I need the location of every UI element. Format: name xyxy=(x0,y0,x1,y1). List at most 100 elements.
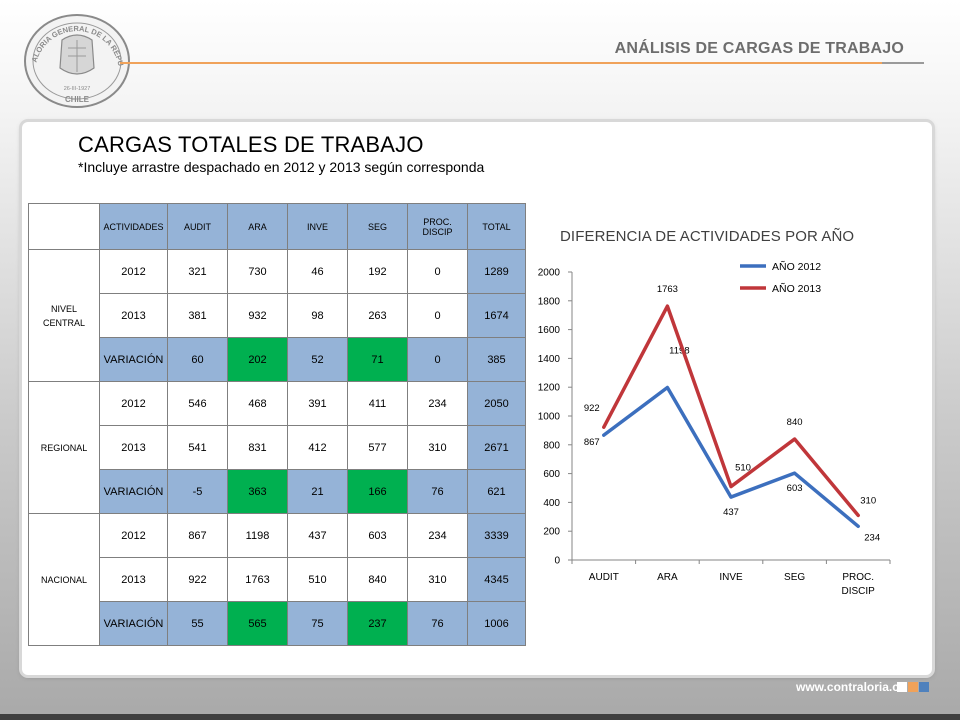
table-cell: 0 xyxy=(407,249,468,294)
table-cell-highlight: 166 xyxy=(347,469,408,514)
table-row: REGIONAL 2012 546 468 391 411 234 2050 xyxy=(28,381,526,514)
header-divider xyxy=(120,62,882,64)
table-cell-highlight: 237 xyxy=(347,601,408,646)
table-cell: 468 xyxy=(227,381,288,426)
data-label: 437 xyxy=(723,507,739,518)
seal-date-text: 26-III-1927 xyxy=(64,86,91,92)
total-cell: 1289 xyxy=(467,249,526,294)
table-cell-highlight: 202 xyxy=(227,337,288,382)
data-label: 510 xyxy=(735,463,751,474)
footer-url: www.contraloria.cl xyxy=(796,680,903,694)
table-cell: 0 xyxy=(407,293,468,338)
table-cell: 840 xyxy=(347,557,408,602)
table-cell: 1198 xyxy=(227,513,288,558)
table-cell: 831 xyxy=(227,425,288,470)
table-cell: 412 xyxy=(287,425,348,470)
table-cell: 437 xyxy=(287,513,348,558)
data-label: 603 xyxy=(787,483,803,494)
variation-row: VARIACIÓN 55 565 75 237 76 1006 xyxy=(29,601,526,646)
header-title: ANÁLISIS DE CARGAS DE TRABAJO xyxy=(614,40,904,57)
data-label: 310 xyxy=(860,495,876,506)
row-year-label: 2012 xyxy=(99,249,168,294)
y-tick-label: 1600 xyxy=(538,325,561,336)
legend-label: AÑO 2012 xyxy=(772,260,821,273)
table-cell: 234 xyxy=(407,381,468,426)
table-cell: 75 xyxy=(287,601,348,646)
data-label: 867 xyxy=(584,437,600,448)
group-label: NIVEL CENTRAL xyxy=(28,249,100,382)
line-chart: 0 200 400 600 800 1000 1200 1400 1600 1800 2000 AUD… xyxy=(528,216,914,616)
row-year-label: 2013 xyxy=(99,293,168,338)
data-label: 922 xyxy=(584,403,600,414)
footer-logo-icon xyxy=(897,682,929,692)
data-label: 1198 xyxy=(669,345,689,356)
x-tick-label: SEG xyxy=(784,572,805,583)
y-tick-label: 600 xyxy=(543,469,560,480)
group-label: REGIONAL xyxy=(28,381,100,514)
column-header: INVE xyxy=(287,203,348,250)
table-cell: 192 xyxy=(347,249,408,294)
y-tick-label: 1400 xyxy=(538,354,561,365)
table-cell: 411 xyxy=(347,381,408,426)
table-cell: 21 xyxy=(287,469,348,514)
page-title: CARGAS TOTALES DE TRABAJO xyxy=(78,132,424,157)
table-cell: 234 xyxy=(407,513,468,558)
table-cell-highlight: 71 xyxy=(347,337,408,382)
data-label: 1763 xyxy=(657,284,678,295)
x-tick-label: INVE xyxy=(719,572,743,583)
table-cell: 603 xyxy=(347,513,408,558)
total-cell: 4345 xyxy=(467,557,526,602)
variation-row: VARIACIÓN -5 363 21 166 76 621 xyxy=(29,469,526,514)
series-line xyxy=(602,304,860,518)
table-cell: 321 xyxy=(167,249,228,294)
header-blank-cell xyxy=(28,203,100,250)
line-chart-svg: 0 200 400 600 800 1000 1200 1400 1600 1800 2000 AUD… xyxy=(538,260,891,597)
row-variation-label: VARIACIÓN xyxy=(99,601,168,646)
y-tick-label: 2000 xyxy=(538,268,561,279)
seal-country-text: CHILE xyxy=(65,95,90,104)
total-cell: 1006 xyxy=(467,601,526,646)
total-cell: 2050 xyxy=(467,381,526,426)
y-tick-label: 1800 xyxy=(538,296,561,307)
group-label: NACIONAL xyxy=(28,513,100,646)
column-header: SEG xyxy=(347,203,408,250)
total-cell: 3339 xyxy=(467,513,526,558)
table-row: NIVEL CENTRAL 2012 321 730 46 192 0 1289 xyxy=(28,249,526,382)
table-cell: 867 xyxy=(167,513,228,558)
table-cell-highlight: 363 xyxy=(227,469,288,514)
x-tick-label: DISCIP xyxy=(842,586,876,597)
x-tick-label: ARA xyxy=(657,572,678,583)
y-tick-label: 0 xyxy=(554,556,560,567)
table-cell: 310 xyxy=(407,557,468,602)
series-line xyxy=(602,385,860,529)
table-cell: 381 xyxy=(167,293,228,338)
y-tick-label: 800 xyxy=(543,440,560,451)
table-row: 2013 541 831 412 577 310 2671 xyxy=(29,425,526,470)
row-year-label: 2012 xyxy=(99,381,168,426)
table-cell: 52 xyxy=(287,337,348,382)
data-label: 840 xyxy=(787,417,803,428)
table-cell: 76 xyxy=(407,469,468,514)
row-year-label: 2013 xyxy=(99,425,168,470)
table-cell: 46 xyxy=(287,249,348,294)
row-year-label: 2013 xyxy=(99,557,168,602)
table-row: 2013 381 932 98 263 0 1674 xyxy=(29,293,526,338)
y-tick-label: 1200 xyxy=(538,383,561,394)
column-header: ARA xyxy=(227,203,288,250)
row-variation-label: VARIACIÓN xyxy=(99,337,168,382)
table-cell: 98 xyxy=(287,293,348,338)
table-cell: 391 xyxy=(287,381,348,426)
column-header: ACTIVIDADES xyxy=(99,203,168,250)
y-tick-label: 1000 xyxy=(538,412,561,423)
x-tick-label: AUDIT xyxy=(589,572,619,583)
table-cell: 310 xyxy=(407,425,468,470)
total-cell: 1674 xyxy=(467,293,526,338)
table-cell: 922 xyxy=(167,557,228,602)
row-variation-label: VARIACIÓN xyxy=(99,469,168,514)
table-cell: 932 xyxy=(227,293,288,338)
table-cell: -5 xyxy=(167,469,228,514)
x-tick-label: PROC. xyxy=(842,572,874,583)
table-cell: 263 xyxy=(347,293,408,338)
table-cell: 76 xyxy=(407,601,468,646)
y-tick-label: 400 xyxy=(543,498,560,509)
